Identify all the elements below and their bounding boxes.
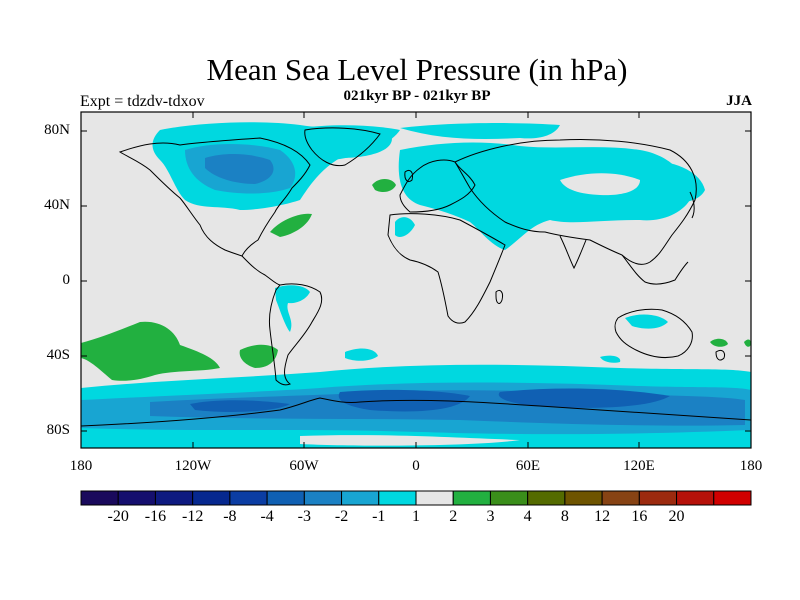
lon-tick-180e: 180 xyxy=(739,458,763,474)
colorbar-label: 16 xyxy=(631,508,648,525)
colorbar-label: -2 xyxy=(334,508,349,525)
colorbar-label: 3 xyxy=(486,508,495,525)
lat-tick-80n: 80N xyxy=(44,122,70,138)
antarctic-grey-bottom xyxy=(300,435,520,446)
coast-greenland xyxy=(304,127,381,167)
colorbar-swatch-14 xyxy=(601,490,640,506)
lat-tick-80s: 80S xyxy=(46,422,70,438)
colorbar-label: -16 xyxy=(144,508,167,525)
nz-green-patch xyxy=(710,338,728,347)
colorbar-swatch-13 xyxy=(564,490,603,506)
colorbar-label: 8 xyxy=(560,508,569,525)
experiment-label: Expt = tdzdv-tdxov xyxy=(80,93,205,110)
coast-south-america xyxy=(269,283,323,386)
greenland-cyan xyxy=(300,125,400,160)
southern-band-deep-blue-2 xyxy=(498,388,670,408)
colorbar-swatch-0 xyxy=(80,490,119,506)
south-america-cyan xyxy=(275,285,310,332)
southern-band-deep-blue-3 xyxy=(190,400,290,412)
indian-ocean-cyan xyxy=(600,355,621,363)
colorbar-label: 4 xyxy=(523,508,532,525)
colorbar-label: 2 xyxy=(449,508,458,525)
coast-antarctica xyxy=(80,397,752,427)
south-atlantic-cyan xyxy=(345,348,378,361)
coast-australia xyxy=(614,308,693,359)
colorbar-swatch-11 xyxy=(489,490,529,506)
eurasia-cyan xyxy=(398,142,690,250)
lat-tick-0: 0 xyxy=(62,272,71,288)
colorbar-label: -12 xyxy=(181,508,204,525)
colorbar-label: -20 xyxy=(107,508,129,525)
lon-tick-120e: 120E xyxy=(623,458,655,474)
colorbar-label: -1 xyxy=(372,508,386,525)
colorbar-swatch-15 xyxy=(638,490,678,506)
lat-tick-40n: 40N xyxy=(44,197,70,213)
colorbar-swatch-9 xyxy=(415,490,454,506)
lon-tick-0: 0 xyxy=(412,458,420,474)
coast-europe xyxy=(399,159,476,213)
season-label: JJA xyxy=(726,93,752,109)
coast-north-america xyxy=(118,137,311,257)
colorbar-label: -4 xyxy=(260,508,274,525)
coast-africa xyxy=(387,213,506,324)
eurasia-grey-hole xyxy=(560,173,640,196)
nw-africa-cyan xyxy=(395,217,415,237)
colorbar-swatch-5 xyxy=(266,490,305,506)
colorbar-label: -3 xyxy=(297,508,311,525)
northeast-asia-cyan xyxy=(640,161,705,202)
map-ticks xyxy=(80,112,752,448)
colorbar-swatch-7 xyxy=(341,490,380,506)
coast-japan xyxy=(689,191,695,219)
australia-cyan xyxy=(625,314,668,329)
coast-indian-peninsula xyxy=(559,235,587,270)
colorbar-swatch-10 xyxy=(452,490,491,506)
colorbar-swatch-12 xyxy=(527,490,566,506)
coast-southeast-asia xyxy=(621,254,689,285)
colorbar-swatch-6 xyxy=(303,490,343,506)
colorbar-swatch-4 xyxy=(229,490,268,506)
south-chile-green xyxy=(239,344,278,368)
colorbar-swatch-3 xyxy=(192,490,231,506)
coast-british-isles xyxy=(404,169,413,183)
colorbar-label: 20 xyxy=(668,508,685,525)
colorbar-swatch-16 xyxy=(676,490,715,506)
colorbar-label: -8 xyxy=(223,508,237,525)
arctic-cyan xyxy=(400,123,560,139)
atlantic-green-patch xyxy=(270,213,312,237)
colorbar xyxy=(80,490,752,506)
colorbar-swatch-17 xyxy=(713,490,752,506)
page-title: Mean Sea Level Pressure (in hPa) xyxy=(206,52,628,87)
north-america-mid-blue xyxy=(205,154,274,184)
north-atlantic-green-patch xyxy=(372,179,396,193)
east-edge-green-patch xyxy=(744,339,751,347)
coast-madagascar xyxy=(495,289,503,304)
lon-tick-120w: 120W xyxy=(174,458,212,474)
coast-new-zealand xyxy=(715,349,725,361)
coast-asia xyxy=(454,138,697,265)
coastlines xyxy=(80,127,752,427)
colorbar-label: 12 xyxy=(594,508,611,525)
lon-tick-60w: 60W xyxy=(289,458,319,474)
coast-central-america xyxy=(241,255,281,286)
lat-tick-40s: 40S xyxy=(46,347,70,363)
colorbar-label: 1 xyxy=(412,508,420,525)
pacific-green-patch xyxy=(81,321,220,381)
subtitle: 021kyr BP - 021kyr BP xyxy=(343,88,491,104)
lon-tick-60e: 60E xyxy=(515,458,541,474)
colorbar-swatch-8 xyxy=(378,490,417,506)
colorbar-swatch-2 xyxy=(154,490,194,506)
colorbar-swatch-1 xyxy=(117,490,156,506)
lon-tick-180w: 180 xyxy=(69,458,93,474)
